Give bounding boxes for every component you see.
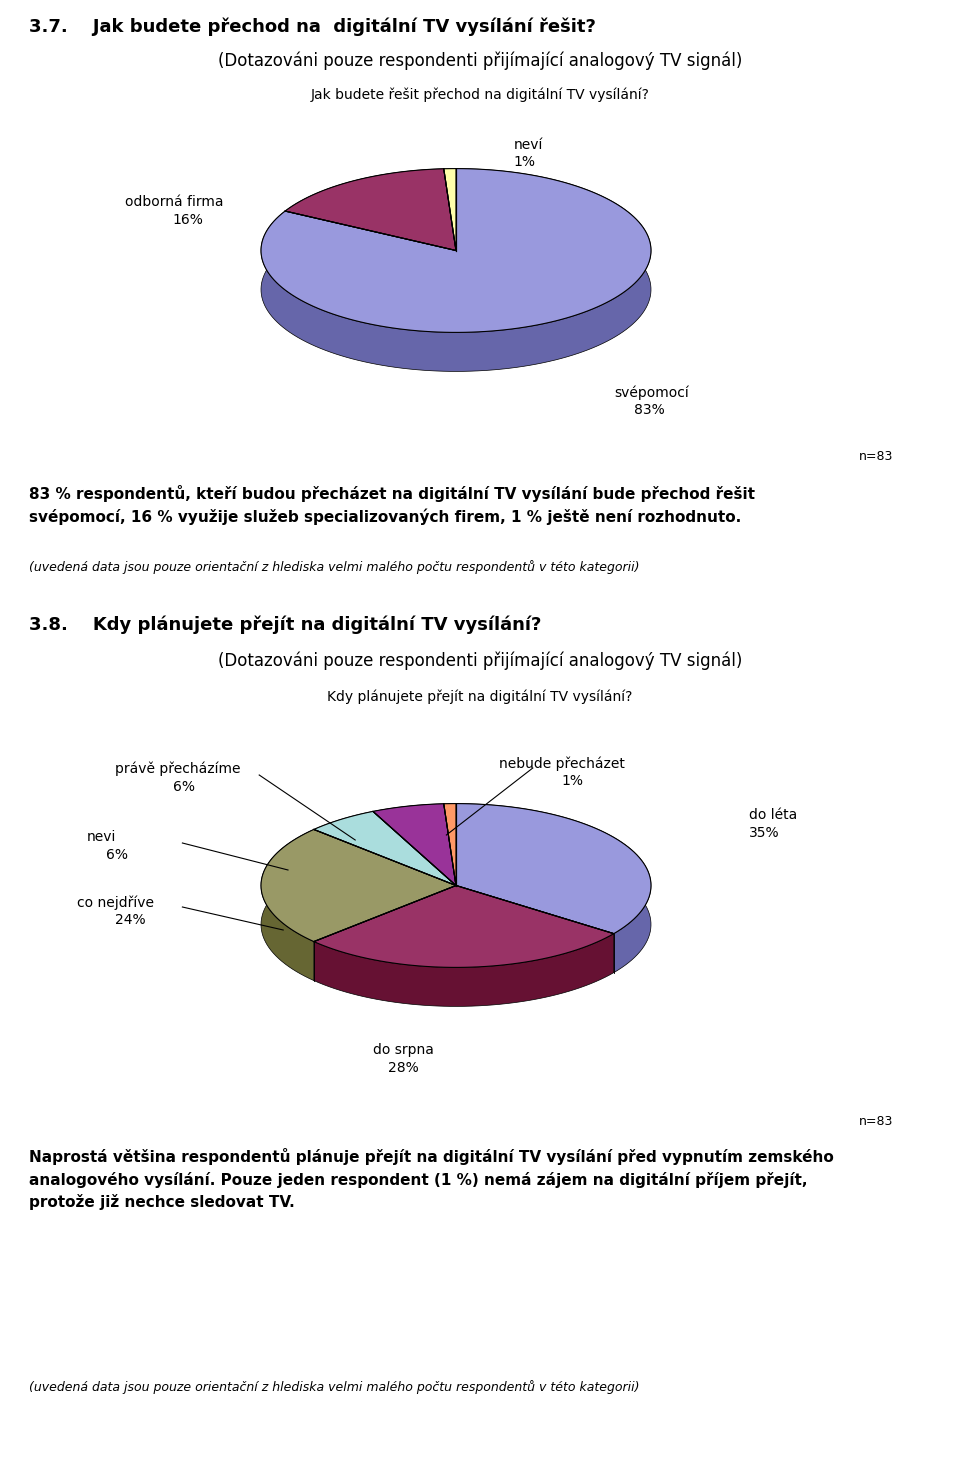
Text: (Dotazováni pouze respondenti přijímající analogový TV signál): (Dotazováni pouze respondenti přijímajíc… (218, 652, 742, 671)
Polygon shape (314, 885, 613, 967)
Text: 3.8.    Kdy plánujete přejít na digitální TV vysílání?: 3.8. Kdy plánujete přejít na digitální T… (29, 615, 541, 634)
Text: 28%: 28% (388, 1061, 419, 1075)
Polygon shape (444, 169, 456, 251)
Polygon shape (314, 812, 373, 869)
Polygon shape (314, 812, 456, 885)
Polygon shape (444, 169, 456, 208)
Text: Naprostá většina respondentů plánuje přejít na digitální TV vysílání před vypnut: Naprostá většina respondentů plánuje pře… (29, 1148, 833, 1210)
Text: 1%: 1% (562, 774, 584, 788)
Text: Kdy plánujete přejít na digitální TV vysílání?: Kdy plánujete přejít na digitální TV vys… (327, 690, 633, 705)
Polygon shape (261, 829, 314, 981)
Text: (uvedená data jsou pouze orientační z hlediska velmi malého počtu respondentů v : (uvedená data jsou pouze orientační z hl… (29, 1380, 639, 1395)
Text: právě přecházíme: právě přecházíme (115, 762, 241, 777)
Text: 3.7.    Jak budete přechod na  digitální TV vysílání řešit?: 3.7. Jak budete přechod na digitální TV … (29, 18, 595, 37)
Polygon shape (261, 829, 456, 941)
Text: do léta: do léta (749, 807, 797, 822)
Polygon shape (456, 803, 651, 973)
Polygon shape (314, 934, 613, 1007)
Text: do srpna: do srpna (372, 1042, 434, 1057)
Polygon shape (373, 804, 456, 885)
Text: 35%: 35% (749, 826, 780, 840)
Text: neví: neví (514, 138, 543, 153)
Polygon shape (444, 803, 456, 843)
Polygon shape (373, 804, 444, 850)
Text: 6%: 6% (106, 849, 128, 862)
Text: n=83: n=83 (858, 1116, 893, 1127)
Text: nevi: nevi (86, 829, 116, 844)
Text: (uvedená data jsou pouze orientační z hlediska velmi malého počtu respondentů v : (uvedená data jsou pouze orientační z hl… (29, 559, 639, 574)
Text: Jak budete řešit přechod na digitální TV vysílání?: Jak budete řešit přechod na digitální TV… (311, 88, 649, 103)
Text: 6%: 6% (173, 780, 195, 794)
Polygon shape (261, 169, 651, 332)
Text: 83%: 83% (634, 404, 664, 417)
Text: (Dotazováni pouze respondenti přijímající analogový TV signál): (Dotazováni pouze respondenti přijímajíc… (218, 51, 742, 70)
Text: co nejdříve: co nejdříve (77, 895, 154, 910)
Polygon shape (444, 803, 456, 885)
Text: 16%: 16% (173, 213, 204, 228)
Text: 83 % respondentů, kteří budou přecházet na digitální TV vysílání bude přechod ře: 83 % respondentů, kteří budou přecházet … (29, 484, 755, 526)
Text: n=83: n=83 (858, 451, 893, 462)
Polygon shape (285, 169, 456, 251)
Polygon shape (456, 803, 651, 934)
Text: odborná firma: odborná firma (125, 195, 224, 208)
Text: 24%: 24% (115, 913, 146, 926)
Polygon shape (285, 169, 444, 250)
Polygon shape (261, 169, 651, 371)
Text: svépomocí: svépomocí (614, 385, 689, 399)
Text: nebude přecházet: nebude přecházet (499, 756, 625, 771)
Text: 1%: 1% (514, 156, 536, 169)
